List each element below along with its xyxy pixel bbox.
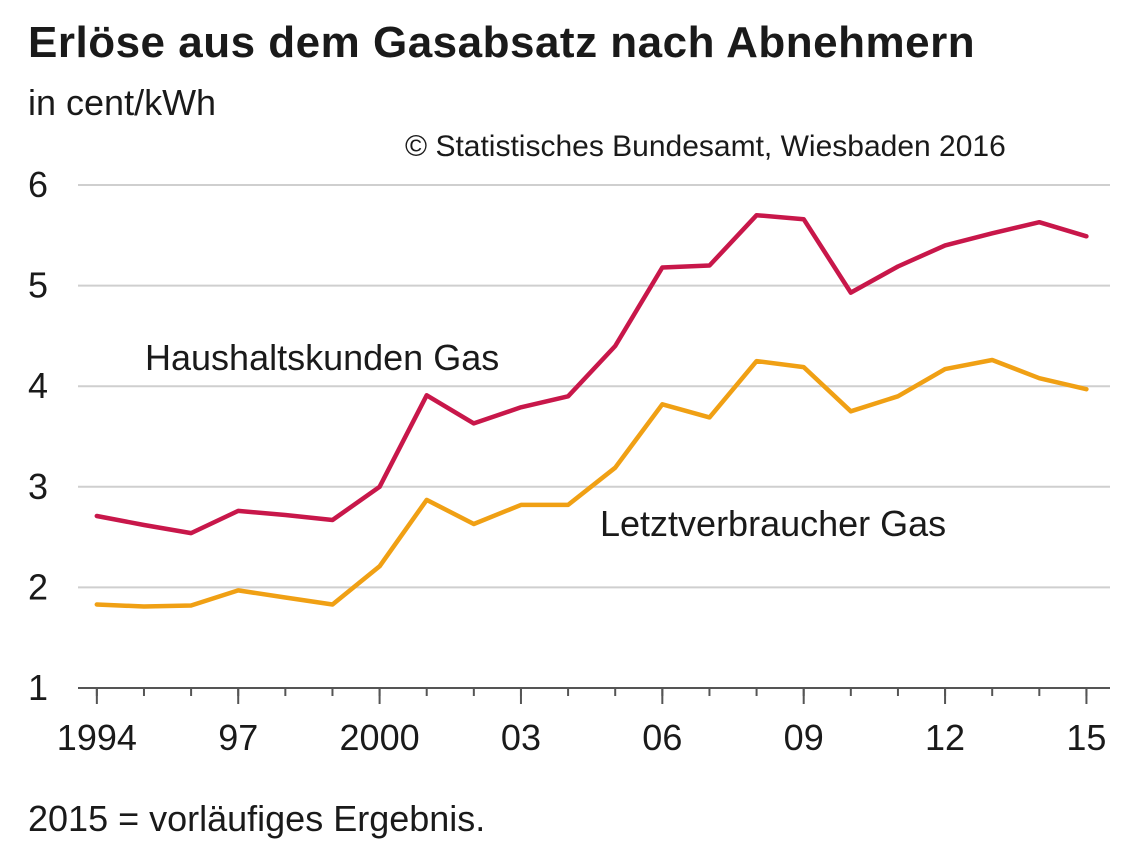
x-tick-label-2015: 15 — [1066, 717, 1106, 758]
x-tick-label-1994: 1994 — [57, 717, 137, 758]
y-tick-label-4: 4 — [28, 365, 48, 406]
x-tick-label-2012: 12 — [925, 717, 965, 758]
series-label-1: Letztverbraucher Gas — [600, 503, 946, 544]
y-tick-label-2: 2 — [28, 566, 48, 607]
y-tick-label-3: 3 — [28, 466, 48, 507]
source-credit: © Statistisches Bundesamt, Wiesbaden 201… — [405, 130, 1006, 163]
unit-label: in cent/kWh — [28, 82, 217, 123]
x-tick-label-2009: 09 — [784, 717, 824, 758]
x-tick-label-2003: 03 — [501, 717, 541, 758]
series-label-0: Haushaltskunden Gas — [145, 337, 499, 378]
x-tick-label-1997: 97 — [218, 717, 258, 758]
y-tick-label-5: 5 — [28, 265, 48, 306]
x-tick-label-2006: 06 — [642, 717, 682, 758]
y-tick-label-6: 6 — [28, 164, 48, 205]
footnote: 2015 = vorläufiges Ergebnis. — [28, 798, 486, 839]
chart-title: Erlöse aus dem Gasabsatz nach Abnehmern — [28, 18, 976, 67]
series-line-1 — [94, 357, 1089, 609]
x-tick-label-2000: 2000 — [340, 717, 420, 758]
series-line-0 — [94, 212, 1089, 536]
y-tick-label-1: 1 — [28, 667, 48, 708]
